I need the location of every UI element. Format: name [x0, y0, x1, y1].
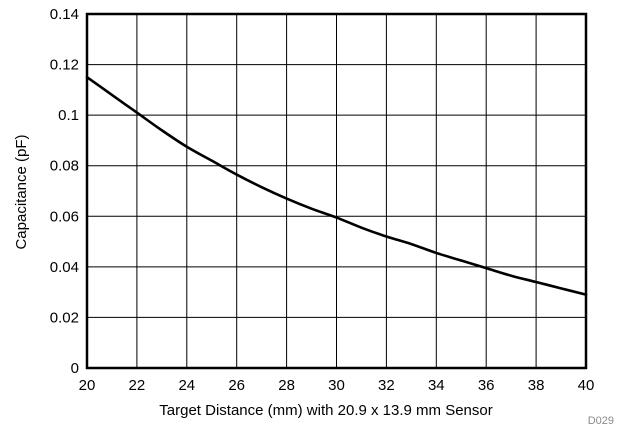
x-tick-label: 32: [378, 377, 395, 394]
grid: [86, 13, 587, 369]
x-tick-label: 24: [178, 377, 195, 394]
x-tick-labels: 20 22 24 26 28 30 32 34 36 38 40: [79, 377, 595, 394]
x-tick-label: 20: [79, 377, 96, 394]
y-tick-label: 0.12: [50, 57, 79, 74]
x-tick-label: 34: [428, 377, 445, 394]
x-tick-label: 36: [478, 377, 495, 394]
x-tick-label: 28: [278, 377, 295, 394]
y-axis-label: Capacitance (pF): [13, 134, 30, 249]
y-tick-label: 0.14: [50, 6, 79, 23]
y-tick-label: 0.08: [50, 158, 79, 175]
x-tick-label: 38: [528, 377, 545, 394]
y-tick-label: 0.1: [58, 107, 79, 124]
figure-code: D029: [588, 415, 614, 427]
x-tick-label: 40: [578, 377, 595, 394]
y-tick-label: 0.02: [50, 309, 79, 326]
y-tick-label: 0.04: [50, 259, 79, 276]
x-tick-label: 22: [129, 377, 146, 394]
x-tick-label: 30: [328, 377, 345, 394]
series-layer: [85, 75, 588, 296]
x-axis-label: Target Distance (mm) with 20.9 x 13.9 mm…: [159, 402, 492, 419]
capacitance-curve: [85, 75, 588, 296]
y-tick-label: 0.06: [50, 208, 79, 225]
y-tick-labels: 0 0.02 0.04 0.06 0.08 0.1 0.12 0.14: [50, 6, 79, 377]
y-tick-label: 0: [71, 360, 79, 377]
x-tick-label: 26: [228, 377, 245, 394]
plot-frame: [85, 12, 588, 370]
